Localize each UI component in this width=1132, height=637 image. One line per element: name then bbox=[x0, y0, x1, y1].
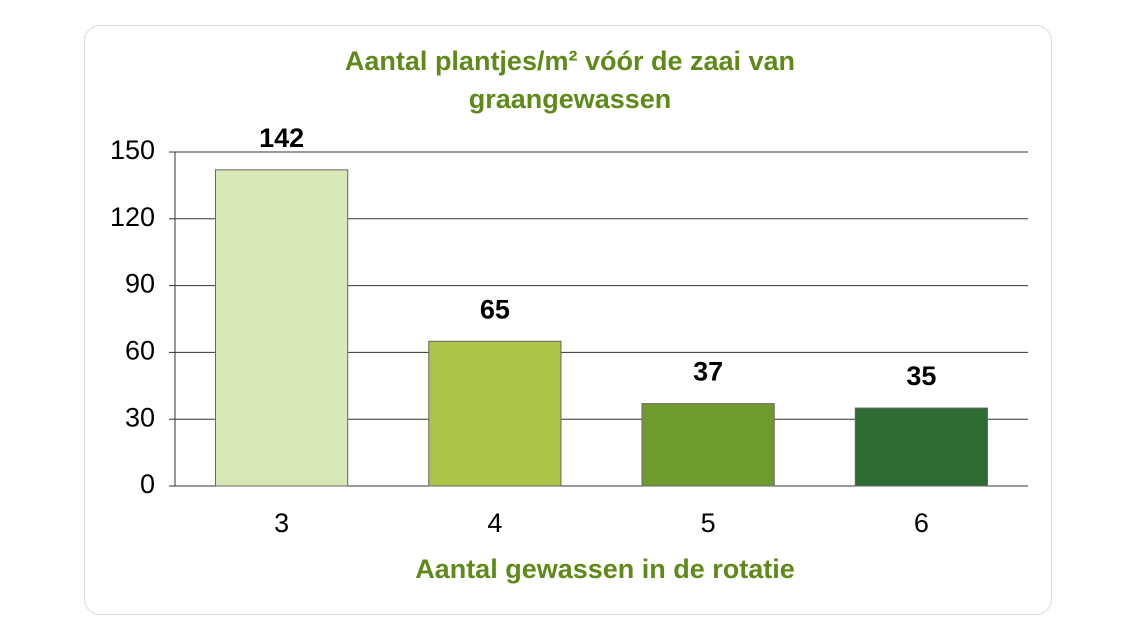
bar bbox=[641, 403, 775, 487]
y-tick-label: 60 bbox=[125, 336, 155, 366]
data-label: 65 bbox=[480, 294, 510, 324]
x-axis-label: Aantal gewassen in de rotatie bbox=[415, 554, 795, 584]
y-tick-label: 120 bbox=[110, 202, 155, 232]
bar bbox=[215, 169, 349, 487]
data-label: 142 bbox=[259, 123, 304, 153]
data-label: 35 bbox=[906, 361, 936, 391]
x-tick-label: 5 bbox=[701, 508, 716, 538]
bar bbox=[428, 340, 562, 487]
bar bbox=[854, 407, 988, 487]
y-tick-label: 150 bbox=[110, 135, 155, 165]
y-tick-label: 0 bbox=[140, 469, 155, 499]
y-tick-label: 30 bbox=[125, 402, 155, 432]
chart-card bbox=[84, 25, 1052, 615]
y-tick-label: 90 bbox=[125, 269, 155, 299]
data-label: 37 bbox=[693, 357, 723, 387]
chart-title: Aantal plantjes/m² vóór de zaai van graa… bbox=[344, 46, 796, 114]
x-tick-label: 3 bbox=[274, 508, 289, 538]
x-tick-label: 6 bbox=[914, 508, 929, 538]
x-tick-label: 4 bbox=[487, 508, 502, 538]
